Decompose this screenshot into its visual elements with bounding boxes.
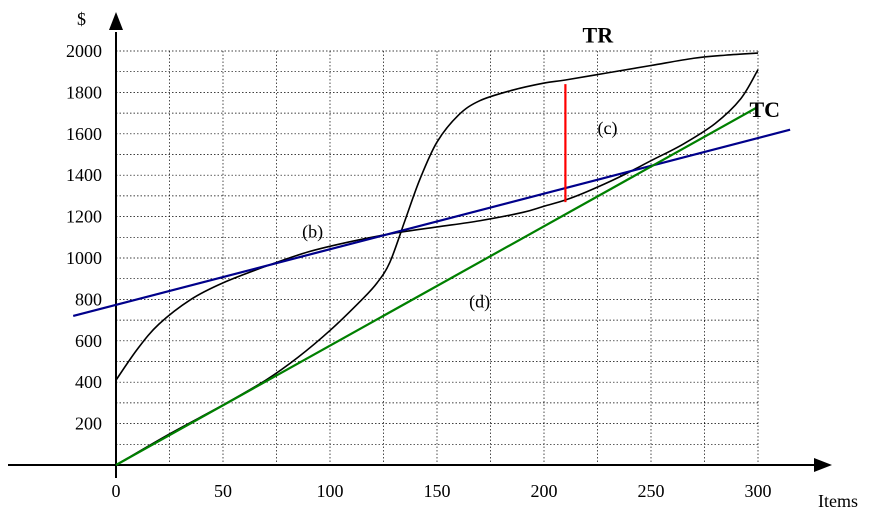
y-tick-label: 2000 bbox=[66, 41, 102, 61]
y-axis-title: $ bbox=[77, 9, 86, 29]
x-axis-title: Items bbox=[818, 491, 858, 511]
tick-labels: 0 50 100 150 200 250 300 200 400 600 800 1000 1200 14… bbox=[66, 41, 772, 501]
annotation-label: (d) bbox=[469, 292, 490, 313]
green-line bbox=[115, 105, 759, 466]
grid bbox=[116, 50, 759, 465]
x-tick-label: 0 bbox=[112, 481, 121, 501]
y-tick-label: 1600 bbox=[66, 124, 102, 144]
blue-line bbox=[72, 128, 791, 318]
series bbox=[72, 52, 791, 466]
labels: TR TC (b) (c) (d) bbox=[302, 23, 780, 313]
axes bbox=[8, 12, 832, 478]
series-label-tr: TR bbox=[583, 23, 615, 48]
series-label-tc: TC bbox=[749, 97, 780, 122]
x-tick-label: 200 bbox=[531, 481, 558, 501]
tc-curve bbox=[115, 52, 759, 466]
y-tick-label: 1400 bbox=[66, 165, 102, 185]
x-tick-label: 150 bbox=[424, 481, 451, 501]
y-tick-label: 200 bbox=[75, 414, 102, 434]
y-tick-label: 1200 bbox=[66, 207, 102, 227]
x-axis-arrow-icon bbox=[814, 458, 832, 472]
tr-curve bbox=[115, 69, 759, 381]
x-tick-label: 50 bbox=[214, 481, 232, 501]
x-tick-label: 100 bbox=[317, 481, 344, 501]
y-axis-arrow-icon bbox=[109, 12, 123, 30]
y-tick-label: 1800 bbox=[66, 82, 102, 102]
x-tick-label: 250 bbox=[638, 481, 665, 501]
x-tick-label: 300 bbox=[745, 481, 772, 501]
y-tick-label: 1000 bbox=[66, 248, 102, 268]
annotation-label: (c) bbox=[598, 118, 618, 139]
annotation-label: (b) bbox=[302, 221, 323, 242]
y-tick-label: 800 bbox=[75, 289, 102, 309]
y-tick-label: 600 bbox=[75, 331, 102, 351]
y-tick-label: 400 bbox=[75, 372, 102, 392]
